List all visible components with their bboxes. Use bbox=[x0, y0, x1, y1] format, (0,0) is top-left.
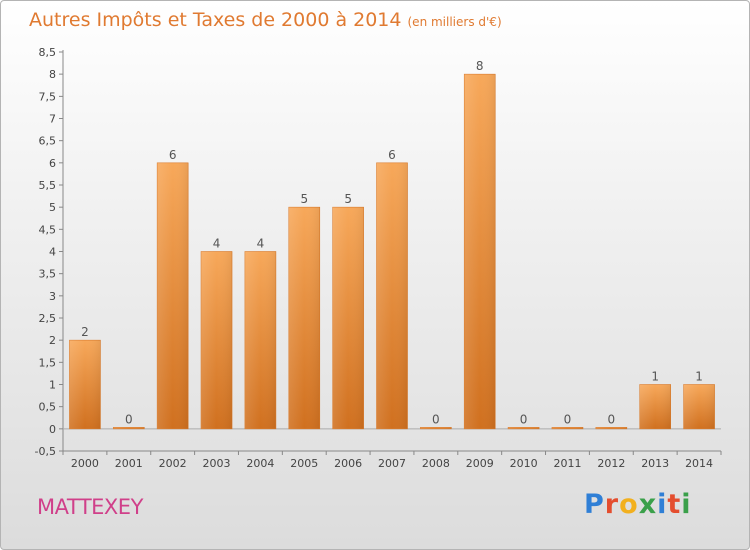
data-label: 0 bbox=[520, 412, 528, 426]
bar-shine bbox=[201, 251, 233, 429]
x-tick-label: 2012 bbox=[597, 457, 625, 470]
logo-letter: x bbox=[638, 489, 658, 520]
data-label: 0 bbox=[125, 412, 133, 426]
bar-shine bbox=[508, 427, 540, 429]
chart-subtitle: (en milliers d'€) bbox=[407, 15, 502, 29]
data-label: 1 bbox=[695, 370, 703, 384]
proxiti-logo: Proxiti bbox=[584, 489, 692, 520]
data-label: 0 bbox=[432, 412, 440, 426]
bar-shine bbox=[376, 162, 408, 429]
x-tick-label: 2014 bbox=[685, 457, 713, 470]
y-tick-label: 2,5 bbox=[39, 312, 57, 325]
x-tick-label: 2001 bbox=[115, 457, 143, 470]
data-labels: 2 0 6 4 4 5 5 6 0 8 0 0 0 1 1 bbox=[81, 59, 703, 426]
bar-shine bbox=[420, 427, 452, 429]
y-tick-label: 5,5 bbox=[39, 179, 57, 192]
bar-shine bbox=[683, 384, 715, 429]
y-tick-label: 5 bbox=[49, 201, 56, 214]
data-label: 2 bbox=[81, 325, 89, 339]
town-name: MATTEXEY bbox=[37, 495, 143, 519]
x-tick-label: 2010 bbox=[510, 457, 538, 470]
bars bbox=[69, 73, 715, 430]
bar-shine bbox=[551, 427, 583, 429]
y-tick-label: 3 bbox=[49, 290, 56, 303]
y-tick-label: 8 bbox=[49, 68, 56, 81]
data-label: 5 bbox=[300, 192, 308, 206]
logo-letter: i bbox=[657, 489, 668, 520]
x-tick-label: 2008 bbox=[422, 457, 450, 470]
y-tick-label: 1,5 bbox=[39, 356, 57, 369]
data-label: 6 bbox=[388, 148, 396, 162]
logo-letter: o bbox=[619, 489, 639, 520]
y-tick-label: 8,5 bbox=[39, 46, 57, 59]
bar-shine bbox=[464, 74, 496, 429]
data-label: 5 bbox=[344, 192, 352, 206]
bar-shine bbox=[244, 251, 276, 429]
x-tick-label: 2009 bbox=[466, 457, 494, 470]
x-tick-label: 2007 bbox=[378, 457, 406, 470]
bar-shine bbox=[113, 427, 145, 429]
logo-letter: t bbox=[667, 489, 682, 520]
y-tick-label: 4,5 bbox=[39, 223, 57, 236]
y-tick-label: 0 bbox=[49, 423, 56, 436]
y-tick-label: 4 bbox=[49, 246, 56, 259]
data-label: 4 bbox=[257, 237, 265, 251]
bar-shine bbox=[288, 207, 320, 429]
bar-shine bbox=[69, 340, 101, 429]
x-tick-label: 2005 bbox=[290, 457, 318, 470]
y-tick-label: -0,5 bbox=[35, 445, 56, 458]
logo-letter: P bbox=[584, 489, 605, 520]
x-tick-label: 2003 bbox=[203, 457, 231, 470]
data-label: 8 bbox=[476, 59, 484, 73]
chart-title: Autres Impôts et Taxes de 2000 à 2014 bbox=[29, 9, 402, 31]
y-tick-label: 7 bbox=[49, 113, 56, 126]
data-label: 0 bbox=[564, 412, 572, 426]
x-tick-label: 2013 bbox=[641, 457, 669, 470]
y-tick-label: 6,5 bbox=[39, 135, 57, 148]
x-tick-label: 2006 bbox=[334, 457, 362, 470]
data-label: 6 bbox=[169, 148, 177, 162]
x-tick-label: 2011 bbox=[553, 457, 581, 470]
logo-letter: r bbox=[604, 489, 620, 520]
bar-shine bbox=[639, 384, 671, 429]
y-tick-label: 7,5 bbox=[39, 90, 57, 103]
bar-shine bbox=[332, 207, 364, 429]
x-tick-label: 2004 bbox=[246, 457, 274, 470]
y-tick-label: 0,5 bbox=[39, 401, 57, 414]
bar-shine bbox=[595, 427, 627, 429]
bar-shine bbox=[157, 162, 189, 429]
data-label: 1 bbox=[651, 370, 659, 384]
chart-title-block: Autres Impôts et Taxes de 2000 à 2014 (en… bbox=[29, 9, 502, 31]
y-tick-label: 2 bbox=[49, 334, 56, 347]
y-tick-label: 3,5 bbox=[39, 268, 57, 281]
x-tick-label: 2000 bbox=[71, 457, 99, 470]
logo-letter: i bbox=[681, 489, 692, 520]
y-tick-label: 1 bbox=[49, 379, 56, 392]
x-tick-label: 2002 bbox=[159, 457, 187, 470]
data-label: 4 bbox=[213, 237, 221, 251]
y-tick-label: 6 bbox=[49, 157, 56, 170]
data-label: 0 bbox=[608, 412, 616, 426]
